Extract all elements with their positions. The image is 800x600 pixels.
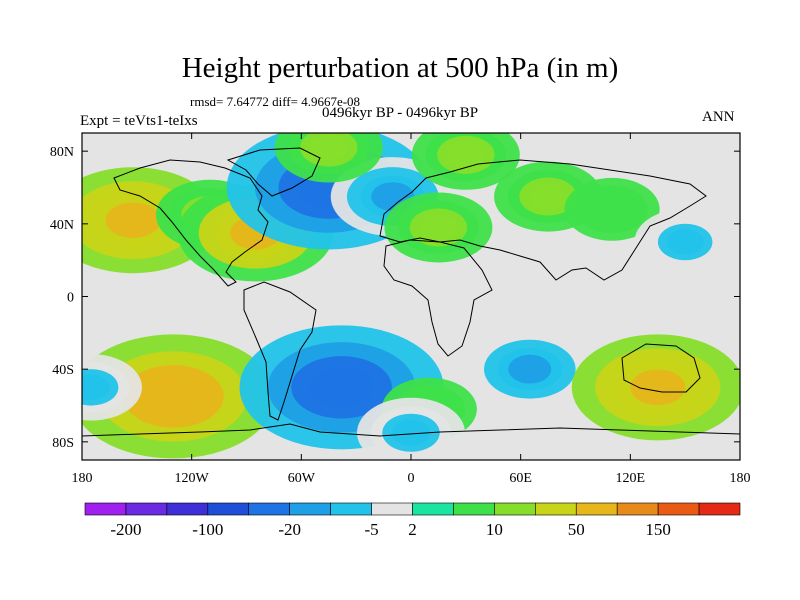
colorbar-label: 50 (568, 520, 585, 539)
y-tick-label: 80N (50, 145, 74, 160)
x-tick-label: 0 (408, 471, 415, 486)
season-label: ANN (702, 109, 735, 125)
colorbar-label: -100 (192, 520, 223, 539)
anomaly-region (564, 177, 660, 241)
x-tick-label: 180 (730, 471, 751, 486)
anomaly-region (239, 325, 444, 450)
colorbar-swatch (494, 502, 536, 516)
period-label: 0496kyr BP - 0496kyr BP (322, 105, 479, 121)
x-tick-label: 120E (616, 471, 646, 486)
anomaly-region (634, 208, 736, 276)
y-tick-label: 40N (50, 218, 74, 233)
y-tick-label: 0 (67, 291, 74, 306)
y-tick-label: 40S (52, 363, 74, 378)
colorbar-swatch (616, 502, 659, 516)
colorbar-swatch (248, 502, 290, 516)
y-tick-label: 80S (52, 436, 74, 451)
colorbar-swatch (125, 502, 168, 516)
colorbar-swatch (698, 502, 741, 516)
anomaly-field (82, 133, 740, 460)
colorbar-swatch (412, 502, 454, 516)
colorbar-swatch (166, 502, 209, 516)
anomaly-region (467, 329, 592, 409)
anomaly-region (411, 133, 520, 190)
anomaly-region (274, 133, 383, 183)
colorbar-label: -5 (364, 520, 378, 539)
colorbar-swatch (371, 502, 413, 516)
colorbar-label: 2 (408, 520, 417, 539)
colorbar-swatch (207, 502, 250, 516)
chart-title: Height perturbation at 500 hPa (in m) (181, 52, 619, 84)
colorbar-swatch (657, 502, 700, 516)
anomaly-region (384, 192, 493, 263)
colorbar-label: -200 (110, 520, 141, 539)
colorbar-swatch (84, 502, 127, 516)
rmsd-readout: rmsd= 7.64772 diff= 4.9667e-08 (190, 94, 361, 109)
colorbar-label: -20 (278, 520, 301, 539)
y-axis-ticks: 80N 40N 0 40S 80S (50, 145, 740, 451)
experiment-label: Expt = teVts1-teIxs (80, 113, 198, 129)
colorbar-swatch (575, 502, 618, 516)
colorbar-swatch (289, 502, 331, 516)
anomaly-region (571, 334, 740, 441)
anomaly-region (357, 397, 465, 460)
colorbar-label: 10 (486, 520, 503, 539)
colorbar-swatch (330, 502, 372, 516)
x-tick-label: 120W (175, 471, 210, 486)
x-tick-label: 180 (72, 471, 93, 486)
colorbar-label: 150 (645, 520, 671, 539)
colorbar-swatch (535, 502, 577, 516)
coastlines (82, 147, 740, 437)
colorbar: -200 -100 -20 -5 2 10 50 150 (84, 502, 741, 539)
x-tick-label: 60W (288, 471, 316, 486)
colorbar-swatch (453, 502, 495, 516)
anomaly-region (82, 354, 142, 421)
x-tick-label: 60E (509, 471, 532, 486)
x-axis-ticks: 180 120W 60W 0 60E 120E 180 (72, 133, 751, 486)
